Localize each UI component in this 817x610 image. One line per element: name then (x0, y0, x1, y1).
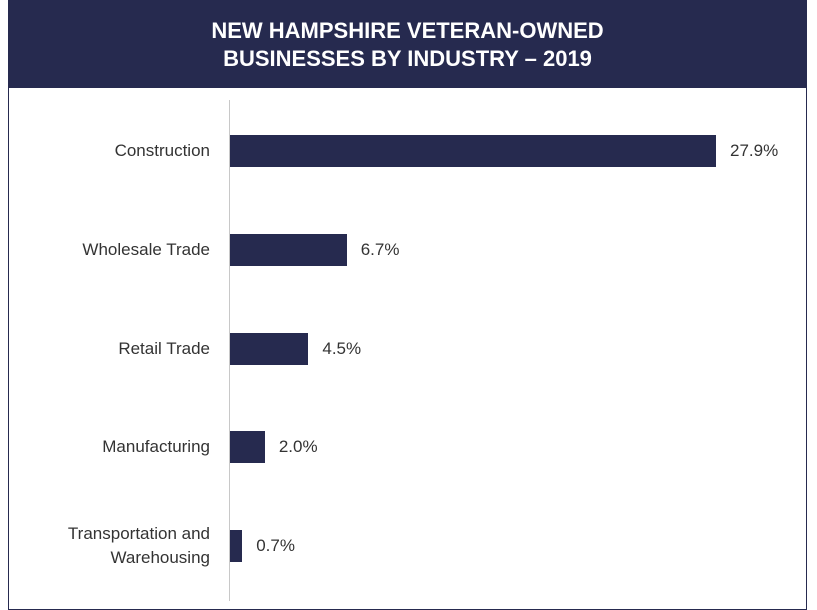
bar (230, 135, 716, 167)
bar (230, 332, 309, 365)
y-tick-label: Manufacturing (102, 437, 210, 457)
data-label: 27.9% (730, 141, 779, 160)
data-label: 4.5% (322, 338, 362, 358)
data-label: 0.7% (256, 536, 295, 556)
bar (230, 530, 243, 563)
bar (230, 431, 265, 464)
axis-line (229, 100, 230, 601)
y-tick-label: Transportation and Warehousing (67, 524, 210, 568)
y-tick-label: Retail Trade (118, 338, 210, 358)
y-tick-label: Construction (114, 141, 210, 160)
data-label: 6.7% (360, 239, 400, 259)
data-label: 2.0% (278, 437, 318, 457)
chart-title: NEW HAMPSHIRE VETERAN-OWNED BUSINESSES B… (8, 0, 807, 88)
y-tick-label: Wholesale Trade (82, 239, 210, 259)
title-line: BUSINESSES BY INDUSTRY – 2019 (223, 46, 592, 71)
frame (8, 0, 807, 610)
bar (230, 233, 347, 266)
title-line: NEW HAMPSHIRE VETERAN-OWNED (211, 18, 604, 43)
